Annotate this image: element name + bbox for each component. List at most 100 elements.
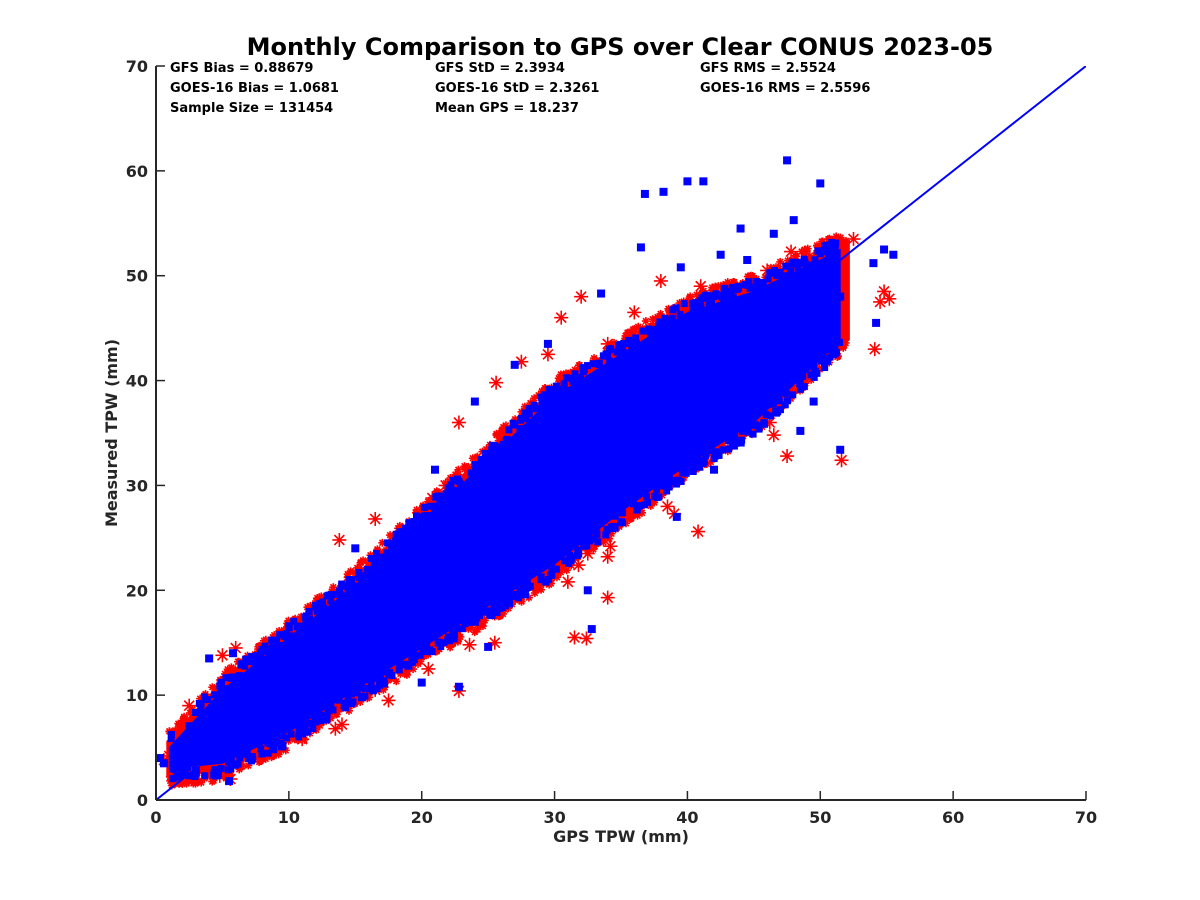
goes16-point (386, 668, 394, 676)
goes16-outlier-point (676, 263, 685, 272)
x-tick-label: 0 (150, 808, 161, 827)
goes16-point (210, 771, 218, 779)
goes16-point (415, 513, 423, 521)
goes16-point (616, 341, 624, 349)
goes16-point (195, 699, 203, 707)
goes16-point (353, 689, 361, 697)
goes16-point (639, 327, 647, 335)
goes16-point (546, 571, 554, 579)
goes16-point (677, 477, 685, 485)
goes16-point (187, 771, 195, 779)
goes16-point (613, 348, 621, 356)
goes16-point (672, 304, 680, 312)
goes16-outlier-point (311, 717, 320, 726)
goes16-point (663, 477, 671, 485)
goes16-outlier-point (497, 602, 506, 611)
goes16-point (651, 326, 659, 334)
goes16-point (381, 668, 389, 676)
goes16-point (392, 542, 400, 550)
gfs-point (223, 665, 232, 674)
goes16-point (286, 632, 294, 640)
goes16-point (719, 446, 727, 454)
goes16-point (725, 445, 733, 453)
gfs-outlier-point (877, 284, 892, 299)
gfs-outlier-point (766, 428, 781, 443)
gfs-outlier-point (834, 453, 849, 468)
goes16-point (781, 401, 789, 409)
goes16-outlier-point (783, 156, 792, 165)
goes16-outlier-point (357, 693, 366, 702)
goes16-point (248, 653, 256, 661)
goes16-point (191, 708, 199, 716)
goes16-point (764, 275, 772, 283)
goes16-point (522, 412, 530, 420)
goes16-point (369, 686, 377, 694)
goes16-point (336, 591, 344, 599)
goes16-point (826, 353, 834, 361)
goes16-point (797, 259, 805, 267)
goes16-point (542, 398, 550, 406)
goes16-point (444, 636, 452, 644)
goes16-point (185, 722, 193, 730)
goes16-point (197, 706, 205, 714)
goes16-point (444, 484, 452, 492)
goes16-point (440, 639, 448, 647)
goes16-point (753, 422, 761, 430)
gfs-point (623, 514, 632, 523)
goes16-point (395, 666, 403, 674)
goes16-point (689, 467, 697, 475)
goes16-point (678, 469, 686, 477)
goes16-point (392, 537, 400, 545)
stats-block: GFS Bias = 0.88679 GFS StD = 2.3934 GFS RM… (170, 61, 870, 116)
goes16-point (655, 322, 663, 330)
goes16-point (693, 303, 701, 311)
goes16-point (821, 364, 829, 372)
goes16-point (729, 283, 737, 291)
goes16-point (821, 242, 829, 250)
goes16-point (629, 500, 637, 508)
goes16-point (319, 598, 327, 606)
goes16-outlier-point (510, 360, 519, 369)
goes16-point (319, 605, 327, 613)
goes16-point (746, 284, 754, 292)
gfs-point (176, 724, 185, 733)
gfs-point (462, 463, 471, 472)
goes16-point (567, 557, 575, 565)
goes16-point (481, 449, 489, 457)
goes16-point (623, 340, 631, 348)
gfs-point (179, 714, 188, 723)
goes16-point (583, 535, 591, 543)
gfs-point (630, 327, 639, 336)
goes16-point (701, 292, 709, 300)
gfs-outlier-point (381, 693, 396, 708)
goes16-point (276, 631, 284, 639)
goes16-point (583, 362, 591, 370)
gfs-point (402, 670, 411, 679)
goes16-point (530, 401, 538, 409)
goes16-point (607, 345, 615, 353)
goes16-point (297, 724, 305, 732)
goes16-point (411, 652, 419, 660)
goes16-point (770, 266, 778, 274)
goes16-point (632, 334, 640, 342)
goes16-outlier-point (351, 544, 360, 553)
y-tick-label: 50 (126, 267, 148, 286)
axes: 0 10 20 30 40 50 60 70 0 10 20 30 40 50 60 70 (126, 57, 1097, 827)
goes16-point (644, 498, 652, 506)
goes16-point (499, 440, 507, 448)
y-tick-label: 0 (137, 791, 148, 810)
goes16-outlier-point (205, 654, 214, 663)
goes16-outlier-point (271, 738, 280, 747)
goes16-point (517, 416, 525, 424)
gfs-outlier-point (540, 347, 555, 362)
goes16-point (222, 674, 230, 682)
series-goes16 (156, 156, 898, 786)
goes16-point (493, 609, 501, 617)
goes16-point (264, 749, 272, 757)
gfs-point (627, 511, 636, 520)
goes16-point (210, 691, 218, 699)
gfs-outlier-point (328, 721, 343, 736)
goes16-outlier-point (517, 565, 526, 574)
goes16-point (707, 447, 715, 455)
goes16-point (241, 662, 249, 670)
